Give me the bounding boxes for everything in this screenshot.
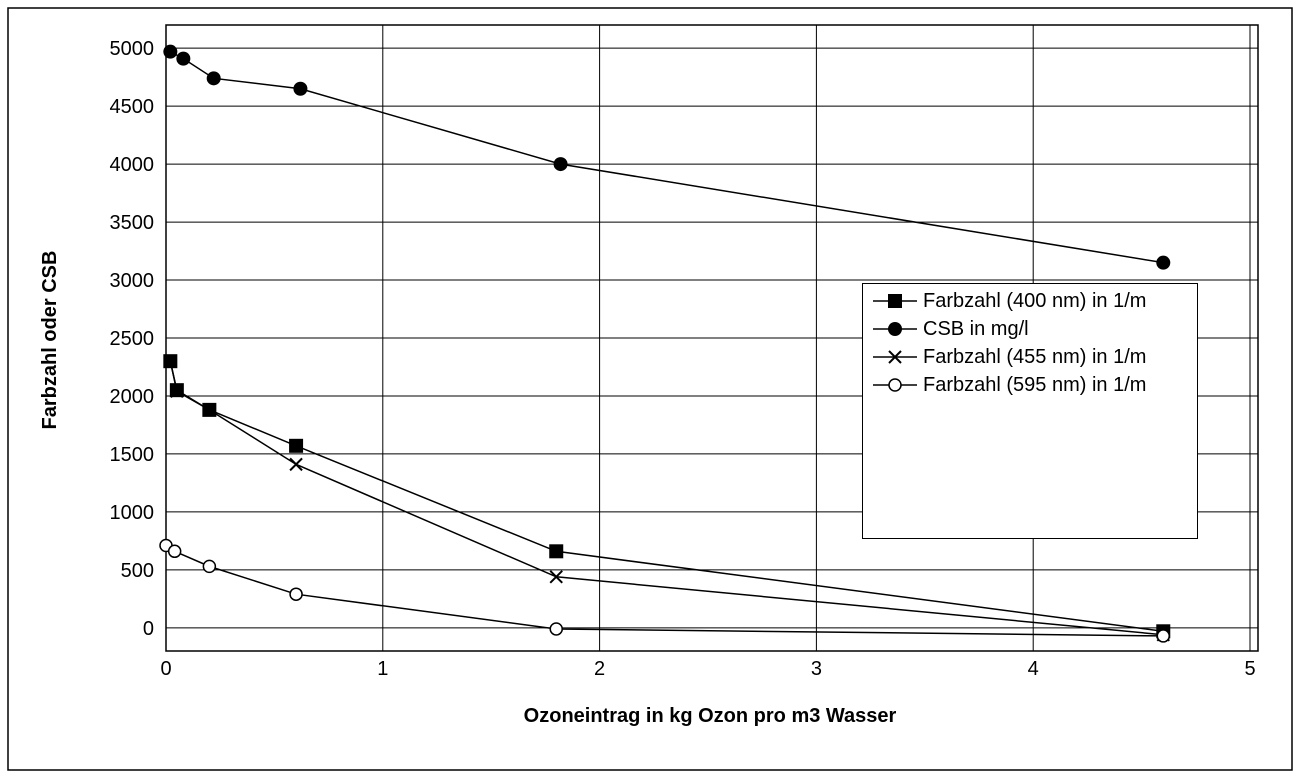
- marker-stroke: [202, 403, 217, 417]
- y-tick-label: 1500: [110, 444, 155, 466]
- legend: Farbzahl (400 nm) in 1/m CSB in mg/l Farbz…: [862, 283, 1198, 539]
- marker: [170, 384, 184, 399]
- marker: [1156, 629, 1171, 643]
- marker: [553, 157, 568, 172]
- legend-entry: CSB in mg/l: [867, 318, 1193, 340]
- marker: [888, 322, 902, 336]
- marker: [202, 559, 217, 574]
- y-tick-label: 2000: [110, 386, 155, 408]
- marker-stroke: [289, 457, 303, 472]
- series-line: [169, 361, 1164, 636]
- x-tick-label: 4: [1028, 658, 1039, 680]
- y-tick-label: 4500: [110, 96, 155, 118]
- legend-label: Farbzahl (595 nm) in 1/m: [923, 374, 1147, 396]
- x-tick-label: 0: [160, 658, 171, 680]
- marker: [549, 622, 563, 636]
- x-axis-label: Ozoneintrag in kg Ozon pro m3 Wasser: [524, 705, 897, 727]
- marker: [289, 587, 303, 601]
- series-line: [165, 544, 1164, 637]
- marker: [888, 378, 902, 392]
- y-axis-label: Farbzahl oder CSB: [39, 251, 61, 430]
- marker: [206, 71, 221, 86]
- y-tick-label: 2500: [110, 328, 155, 350]
- legend-symbol: [873, 294, 917, 308]
- marker: [289, 438, 304, 453]
- y-tick-label: 0: [143, 618, 154, 640]
- y-tick-label: 3500: [110, 212, 155, 234]
- legend-symbol: [873, 350, 917, 364]
- legend-entry: Farbzahl (455 nm) in 1/m: [867, 346, 1193, 368]
- marker-stroke: [549, 570, 563, 584]
- marker: [888, 294, 902, 308]
- marker: [549, 544, 564, 559]
- marker: [888, 350, 902, 364]
- y-tick-label: 1000: [110, 502, 155, 524]
- legend-label: CSB in mg/l: [923, 318, 1029, 340]
- y-tick-label: 4000: [110, 154, 155, 176]
- x-tick-label: 1: [377, 658, 388, 680]
- marker: [163, 354, 178, 368]
- legend-symbol: [873, 322, 917, 336]
- legend-symbol: [873, 378, 917, 392]
- marker: [293, 81, 308, 96]
- legend-entry: Farbzahl (595 nm) in 1/m: [867, 374, 1193, 396]
- y-tick-label: 3000: [110, 270, 155, 292]
- legend-entry: Farbzahl (400 nm) in 1/m: [867, 290, 1193, 312]
- marker: [202, 403, 217, 417]
- marker: [176, 51, 191, 66]
- marker-stroke: [888, 350, 902, 364]
- marker-stroke: [163, 354, 178, 368]
- marker: [289, 457, 303, 472]
- series-line: [169, 51, 1164, 264]
- marker: [1156, 255, 1171, 270]
- chart-border: [7, 7, 1293, 771]
- legend-label: Farbzahl (455 nm) in 1/m: [923, 346, 1147, 368]
- marker: [549, 570, 563, 584]
- marker: [167, 544, 182, 559]
- legend-label: Farbzahl (400 nm) in 1/m: [923, 290, 1147, 312]
- marker-stroke: [170, 384, 184, 399]
- y-tick-label: 5000: [110, 38, 155, 60]
- x-tick-label: 2: [594, 658, 605, 680]
- marker: [163, 44, 178, 59]
- x-tick-label: 3: [811, 658, 822, 680]
- y-tick-label: 500: [121, 560, 154, 582]
- x-tick-label: 5: [1244, 658, 1255, 680]
